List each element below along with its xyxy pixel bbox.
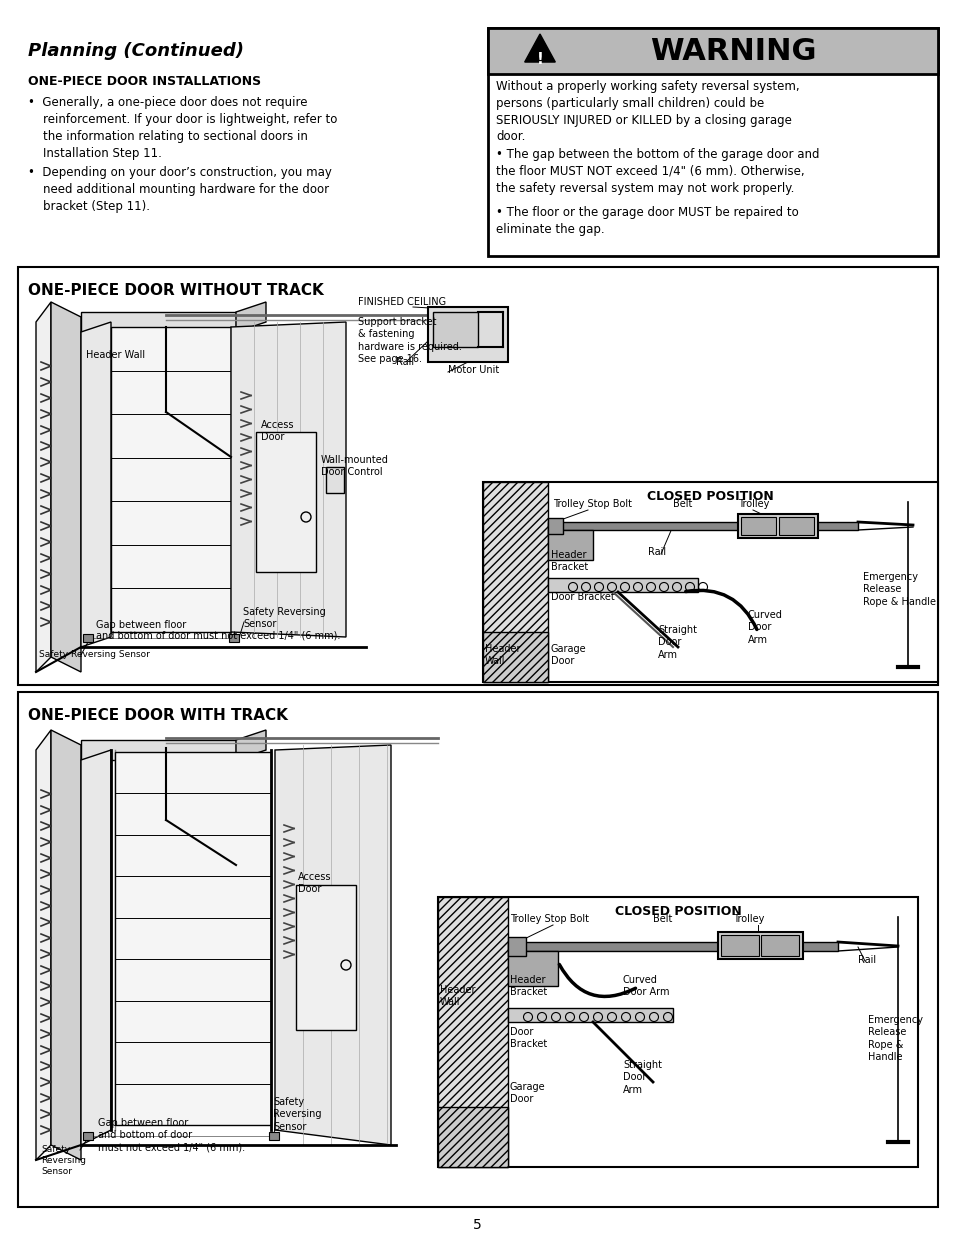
Text: Header
Wall: Header Wall bbox=[484, 643, 520, 667]
Text: Emergency
Release
Rope &
Handle: Emergency Release Rope & Handle bbox=[867, 1015, 923, 1062]
Polygon shape bbox=[274, 745, 391, 1145]
Text: Trolley Stop Bolt: Trolley Stop Bolt bbox=[510, 914, 588, 924]
Bar bbox=[507, 942, 837, 951]
Text: Garage
Door: Garage Door bbox=[551, 643, 586, 667]
Text: Header
Bracket: Header Bracket bbox=[510, 974, 547, 998]
Text: Without a properly working safety reversal system,
persons (particularly small c: Without a properly working safety revers… bbox=[496, 80, 799, 143]
Polygon shape bbox=[524, 35, 555, 62]
Text: •  Depending on your door’s construction, you may
    need additional mounting h: • Depending on your door’s construction,… bbox=[28, 165, 332, 212]
Polygon shape bbox=[81, 740, 235, 760]
Polygon shape bbox=[51, 303, 81, 672]
Polygon shape bbox=[81, 322, 111, 647]
Text: CLOSED POSITION: CLOSED POSITION bbox=[614, 905, 740, 918]
Polygon shape bbox=[81, 750, 111, 1145]
Text: Safety Reversing Sensor: Safety Reversing Sensor bbox=[39, 650, 150, 659]
Bar bbox=[482, 632, 547, 682]
Text: Header
Bracket: Header Bracket bbox=[551, 550, 588, 572]
Text: WARNING: WARNING bbox=[649, 37, 816, 65]
Text: Rail: Rail bbox=[857, 955, 875, 965]
Polygon shape bbox=[111, 327, 231, 632]
Text: Emergency
Release
Rope & Handle: Emergency Release Rope & Handle bbox=[862, 572, 935, 606]
Text: Access
Door: Access Door bbox=[297, 872, 331, 894]
Text: Garage
Door: Garage Door bbox=[510, 1082, 545, 1104]
Text: Safety
Reversing
Sensor: Safety Reversing Sensor bbox=[41, 1145, 86, 1176]
Text: Straight
Door
Arm: Straight Door Arm bbox=[658, 625, 697, 659]
Bar bbox=[740, 517, 775, 535]
Bar bbox=[738, 514, 817, 538]
Text: ONE-PIECE DOOR WITH TRACK: ONE-PIECE DOOR WITH TRACK bbox=[28, 708, 288, 722]
Bar bbox=[507, 951, 558, 986]
Text: ONE-PIECE DOOR WITHOUT TRACK: ONE-PIECE DOOR WITHOUT TRACK bbox=[28, 283, 323, 298]
Text: Support bracket
& fastening
hardware is required.
See page 16.: Support bracket & fastening hardware is … bbox=[357, 317, 461, 364]
Polygon shape bbox=[235, 303, 266, 332]
Bar bbox=[437, 897, 507, 1167]
Text: •  Generally, a one-piece door does not require
    reinforcement. If your door : • Generally, a one-piece door does not r… bbox=[28, 96, 337, 161]
Text: Trolley: Trolley bbox=[738, 499, 768, 509]
Bar bbox=[482, 482, 937, 682]
Bar bbox=[482, 482, 547, 682]
Text: Belt: Belt bbox=[672, 499, 692, 509]
Polygon shape bbox=[115, 752, 271, 1125]
Bar bbox=[507, 937, 525, 956]
Polygon shape bbox=[235, 730, 266, 760]
Bar bbox=[433, 312, 477, 347]
Text: Rail: Rail bbox=[647, 547, 665, 557]
Bar bbox=[507, 1008, 672, 1023]
Polygon shape bbox=[231, 322, 346, 637]
Bar bbox=[488, 28, 937, 256]
Text: 5: 5 bbox=[472, 1218, 481, 1233]
Text: • The floor or the garage door MUST be repaired to
eliminate the gap.: • The floor or the garage door MUST be r… bbox=[496, 206, 798, 236]
Polygon shape bbox=[36, 730, 51, 1160]
Text: Belt: Belt bbox=[652, 914, 672, 924]
Bar bbox=[547, 517, 562, 534]
Text: CLOSED POSITION: CLOSED POSITION bbox=[646, 490, 773, 503]
Text: Straight
Door
Arm: Straight Door Arm bbox=[622, 1060, 661, 1094]
Bar bbox=[718, 932, 802, 960]
Text: Gap between floor: Gap between floor bbox=[96, 620, 186, 630]
Polygon shape bbox=[81, 312, 235, 332]
Bar bbox=[18, 692, 937, 1207]
Text: ONE-PIECE DOOR INSTALLATIONS: ONE-PIECE DOOR INSTALLATIONS bbox=[28, 75, 261, 88]
Text: Rail: Rail bbox=[395, 357, 414, 367]
Text: Wall-mounted
Door Control: Wall-mounted Door Control bbox=[320, 454, 389, 478]
Text: Header Wall: Header Wall bbox=[86, 350, 145, 359]
Text: Door Bracket: Door Bracket bbox=[551, 592, 614, 601]
Text: Access
Door: Access Door bbox=[261, 420, 294, 442]
Bar bbox=[269, 1132, 278, 1140]
Text: Door
Bracket: Door Bracket bbox=[510, 1028, 547, 1050]
Bar bbox=[547, 530, 593, 559]
Polygon shape bbox=[51, 730, 81, 1160]
Text: Trolley: Trolley bbox=[732, 914, 763, 924]
Polygon shape bbox=[36, 303, 51, 672]
Bar bbox=[720, 935, 759, 956]
Bar bbox=[428, 308, 507, 362]
Bar bbox=[760, 935, 799, 956]
Text: !: ! bbox=[536, 52, 543, 67]
Bar bbox=[326, 467, 344, 493]
Bar bbox=[18, 267, 937, 685]
Bar bbox=[83, 634, 92, 642]
Bar bbox=[83, 1132, 92, 1140]
Bar bbox=[437, 1107, 507, 1167]
Text: Trolley Stop Bolt: Trolley Stop Bolt bbox=[553, 499, 631, 509]
Text: Header
Wall: Header Wall bbox=[439, 986, 475, 1008]
Text: Gap between floor
and bottom of door
must not exceed 1/4" (6 mm).: Gap between floor and bottom of door mus… bbox=[98, 1118, 245, 1152]
Bar bbox=[437, 897, 917, 1167]
Bar bbox=[547, 578, 698, 592]
Bar bbox=[255, 432, 315, 572]
Bar bbox=[779, 517, 813, 535]
Text: Safety
Reversing
Sensor: Safety Reversing Sensor bbox=[273, 1097, 321, 1131]
Text: • The gap between the bottom of the garage door and
the floor MUST NOT exceed 1/: • The gap between the bottom of the gara… bbox=[496, 148, 819, 195]
Bar bbox=[229, 634, 239, 642]
Text: Planning (Continued): Planning (Continued) bbox=[28, 42, 244, 61]
Bar bbox=[547, 522, 857, 530]
Text: FINISHED CEILING: FINISHED CEILING bbox=[357, 296, 446, 308]
Bar bbox=[295, 885, 355, 1030]
Text: Curved
Door Arm: Curved Door Arm bbox=[622, 974, 669, 998]
Text: Motor Unit: Motor Unit bbox=[448, 366, 498, 375]
Text: and bottom of door must not exceed 1/4" (6 mm).: and bottom of door must not exceed 1/4" … bbox=[96, 631, 340, 641]
Text: Curved
Door
Arm: Curved Door Arm bbox=[747, 610, 782, 645]
Bar bbox=[488, 28, 937, 74]
Text: Safety Reversing
Sensor: Safety Reversing Sensor bbox=[243, 606, 325, 630]
